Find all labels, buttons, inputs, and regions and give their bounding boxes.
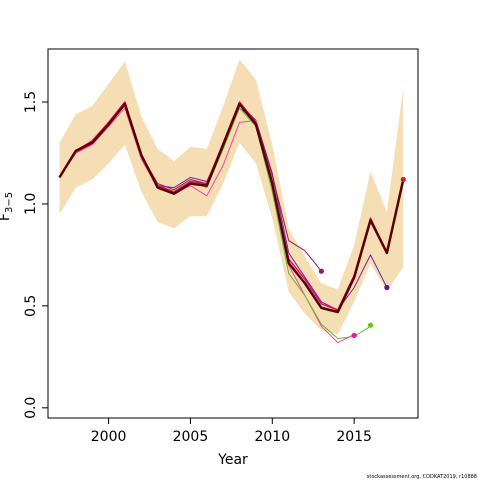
endpoint-point-3 [367,322,374,328]
x-tick-label-2000: 2000 [91,429,127,445]
y-axis: 0.0 0.5 1.0 1.5 [23,91,48,419]
series-layer [58,101,405,344]
endpoint-point-5 [318,268,324,274]
plot-frame [47,48,419,419]
confidence-band-layer [59,59,404,335]
x-tick-label-2005: 2005 [173,429,209,445]
y-axis-title: F3−5 [0,192,15,221]
x-tick-label-2010: 2010 [254,429,290,445]
y-tick-label-0: 0.0 [23,397,39,419]
endpoint-point-4 [351,332,357,338]
y-axis-title-subscript: 3−5 [4,192,15,213]
svg-text:F3−5: F3−5 [0,192,15,221]
y-tick-label-1: 0.5 [23,295,39,317]
endpoint-point-2 [384,284,390,291]
endpoint-point-1 [400,176,406,183]
footer-credit: stockassessment.org, CODKAT2019, r10888 [367,474,477,480]
y-tick-label-2: 1.0 [23,193,39,215]
x-axis-title: Year [217,452,248,468]
y-tick-label-3: 1.5 [23,91,39,113]
confidence-band [59,59,404,335]
y-axis-title-main: F [0,213,13,221]
x-axis: 2000 2005 2010 2015 [91,418,372,445]
endpoint-layer [318,176,406,338]
x-tick-label-2015: 2015 [336,429,372,445]
series-line-1 [58,102,405,314]
